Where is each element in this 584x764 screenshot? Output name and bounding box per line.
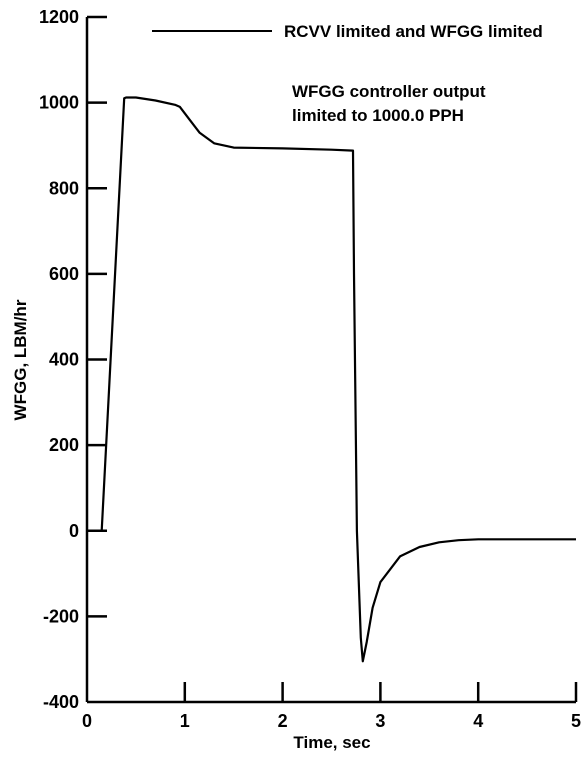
legend-label: RCVV limited and WFGG limited	[284, 22, 543, 41]
x-tick-label: 5	[571, 711, 581, 731]
y-tick-label: 1000	[39, 93, 79, 113]
y-tick-label: -400	[43, 692, 79, 712]
y-axis-title: WFGG, LBM/hr	[11, 299, 30, 420]
x-tick-label: 0	[82, 711, 92, 731]
y-tick-label: 1200	[39, 7, 79, 27]
y-tick-label: 600	[49, 264, 79, 284]
x-tick-label: 4	[473, 711, 483, 731]
y-tick-label: 400	[49, 350, 79, 370]
annotation-line-1: WFGG controller output	[292, 82, 486, 101]
x-axis-ticks: 0 1 2 3 4 5	[82, 682, 581, 731]
annotation: WFGG controller output limited to 1000.0…	[292, 82, 486, 125]
x-tick-label: 2	[278, 711, 288, 731]
series-line	[96, 96, 576, 663]
x-axis-title: Time, sec	[293, 733, 370, 752]
x-tick-label: 1	[180, 711, 190, 731]
y-tick-label: 200	[49, 435, 79, 455]
y-tick-label: 0	[69, 521, 79, 541]
series-group	[96, 96, 576, 663]
x-tick-label: 3	[375, 711, 385, 731]
y-tick-label: 800	[49, 178, 79, 198]
y-axis-ticks: -400 -200 0 200 400 600 800 1000 1200	[39, 7, 107, 712]
annotation-line-2: limited to 1000.0 PPH	[292, 106, 464, 125]
y-tick-label: -200	[43, 606, 79, 626]
legend: RCVV limited and WFGG limited	[152, 22, 543, 41]
